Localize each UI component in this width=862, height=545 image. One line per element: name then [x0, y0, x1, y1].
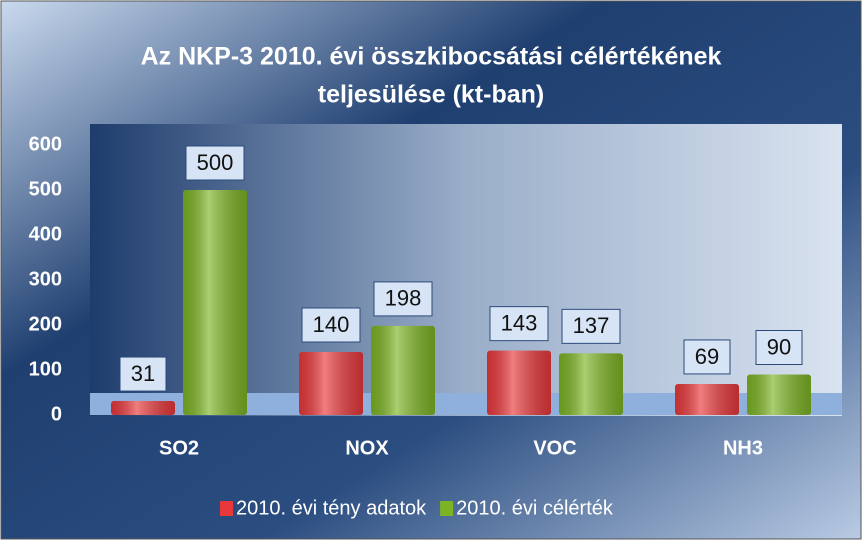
bar-shine [183, 190, 247, 415]
bar-shine [675, 383, 739, 415]
value-label-box [185, 145, 245, 181]
chart-title: teljesülése (kt-ban) [318, 81, 544, 109]
y-tick-label: 600 [29, 133, 62, 155]
bar-shine [487, 350, 551, 415]
legend-swatch [440, 501, 454, 516]
value-label: 500 [197, 150, 234, 175]
x-tick-label: NOX [345, 437, 389, 459]
value-label: 31 [131, 361, 155, 386]
bar-shine [299, 352, 363, 415]
y-tick-label: 500 [29, 178, 62, 200]
bar-shine [371, 325, 435, 415]
value-label-box [755, 330, 803, 365]
value-label: 69 [695, 344, 719, 369]
value-label: 140 [313, 312, 350, 337]
y-tick-label: 100 [29, 358, 62, 380]
value-label-box [489, 306, 549, 342]
chart-title: Az NKP-3 2010. évi összkibocsátási célér… [141, 43, 722, 71]
legend-swatch [220, 501, 233, 516]
floor [90, 393, 842, 415]
x-tick-label: NH3 [723, 437, 763, 459]
legend-label: 2010. évi tény adatok [236, 497, 427, 519]
value-label: 137 [573, 313, 610, 338]
x-tick-label: VOC [533, 437, 576, 459]
value-label-box [561, 308, 621, 344]
value-label-box [373, 281, 433, 317]
value-label: 90 [767, 334, 791, 359]
y-tick-label: 400 [29, 223, 62, 245]
bar-shine [747, 374, 811, 415]
y-tick-label: 300 [29, 268, 62, 290]
value-label: 198 [385, 286, 422, 311]
bar-shine [111, 401, 175, 415]
value-label-box [301, 307, 361, 343]
x-tick-label: SO2 [159, 437, 199, 459]
y-tick-label: 200 [29, 313, 62, 335]
value-label-box [683, 339, 731, 375]
bar-shine [559, 353, 623, 415]
y-tick-label: 0 [51, 403, 62, 425]
value-label: 143 [501, 310, 538, 335]
legend-label: 2010. évi célérték [456, 497, 614, 519]
value-label-box [119, 356, 167, 392]
